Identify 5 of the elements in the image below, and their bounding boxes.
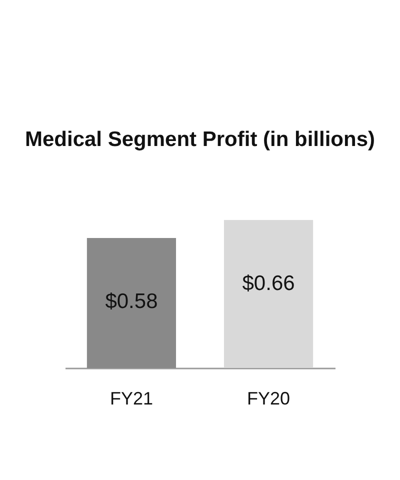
- data-label: $0.66: [242, 272, 295, 295]
- x-tick-label: FY20: [247, 388, 290, 408]
- x-tick-label: FY21: [110, 388, 153, 408]
- chart-title: Medical Segment Profit (in billions): [24, 128, 376, 151]
- data-label: $0.58: [105, 290, 158, 313]
